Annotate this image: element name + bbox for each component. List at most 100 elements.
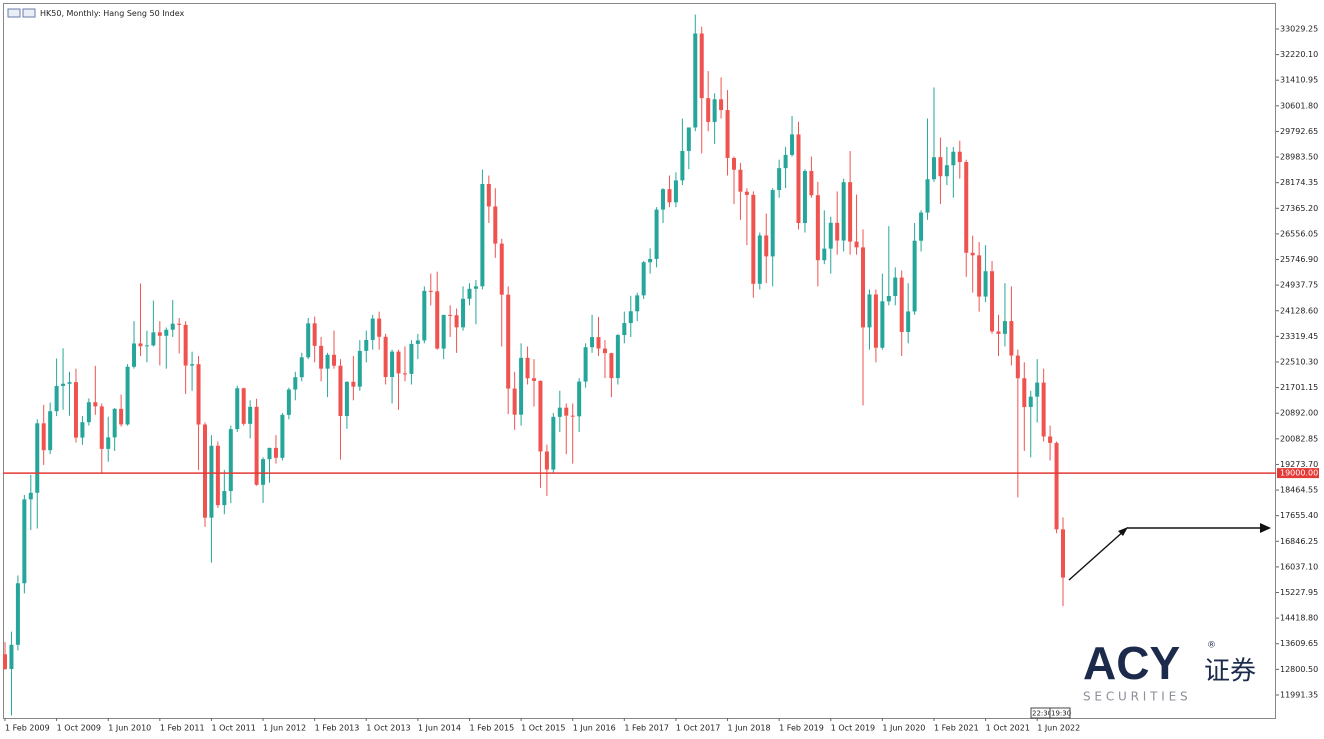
candle-body <box>596 337 601 349</box>
candle-body <box>777 168 782 191</box>
candle-body <box>344 381 349 417</box>
candle-body <box>673 180 678 203</box>
y-tick-label: 14418.80 <box>1280 614 1318 623</box>
x-tick-label: 1 Jun 2022 <box>1037 724 1080 733</box>
candle-body <box>261 459 266 485</box>
candle-body <box>719 99 724 111</box>
candle-body <box>138 343 143 347</box>
candle-body <box>41 423 46 451</box>
candle-body <box>177 323 182 325</box>
y-tick-label: 12800.50 <box>1280 665 1318 674</box>
candle-body <box>1035 382 1040 397</box>
y-tick-label: 20892.00 <box>1280 409 1318 418</box>
candle-body <box>538 380 543 452</box>
candle-body <box>480 183 485 287</box>
x-tick-label: 1 Oct 2011 <box>211 724 255 733</box>
candle-body <box>493 206 498 244</box>
candle-body <box>925 179 930 213</box>
candle-body <box>525 357 530 379</box>
logo-brand: ACY <box>1083 637 1180 689</box>
candle-body <box>499 243 504 295</box>
candle-body <box>202 424 207 518</box>
candle-body <box>73 382 78 438</box>
candle-body <box>1022 378 1027 407</box>
candle-body <box>764 235 769 257</box>
candle-body <box>241 388 246 424</box>
candle-body <box>957 151 962 162</box>
candle-body <box>815 195 820 261</box>
candle-body <box>564 407 569 416</box>
candle-body <box>486 183 491 207</box>
candle-body <box>428 290 433 292</box>
candle-body <box>544 451 549 470</box>
candle-body <box>1041 382 1046 437</box>
candle-body <box>402 373 407 375</box>
plot-frame <box>3 3 1276 719</box>
candle-body <box>28 492 33 500</box>
candle-body <box>615 335 620 379</box>
candle-body <box>235 388 240 430</box>
candle-body <box>228 429 233 492</box>
candle-body <box>506 294 511 389</box>
candle-body <box>22 499 27 584</box>
candle-body <box>209 445 214 518</box>
candle-body <box>157 332 162 336</box>
candle-body <box>906 311 911 332</box>
y-tick-label: 16846.25 <box>1280 537 1318 546</box>
candle-body <box>422 290 427 341</box>
logo-chinese: 证券 <box>1204 657 1256 687</box>
candle-body <box>873 294 878 348</box>
candle-body <box>383 336 388 378</box>
candle-body <box>280 414 285 458</box>
time-label: 22:30 <box>1032 710 1052 718</box>
candle-body <box>1002 321 1007 334</box>
candle-body <box>590 337 595 348</box>
y-tick-label: 26556.05 <box>1280 229 1318 238</box>
candle-body <box>828 222 833 249</box>
candle-body <box>15 583 20 645</box>
candle-body <box>351 381 356 387</box>
candle-body <box>848 182 853 242</box>
candle-body <box>861 247 866 328</box>
candle-body <box>996 331 1001 334</box>
y-tick-label: 15227.95 <box>1280 588 1318 597</box>
candle-body <box>441 314 446 349</box>
y-tick-label: 22510.30 <box>1280 357 1318 366</box>
candle-body <box>577 381 582 417</box>
x-tick-label: 1 Feb 2011 <box>160 724 205 733</box>
candle-body <box>48 411 53 451</box>
y-tick-label: 16037.10 <box>1280 562 1318 571</box>
candle-body <box>725 110 730 158</box>
candle-body <box>448 314 453 316</box>
candle-body <box>3 654 7 669</box>
candle-body <box>570 415 575 417</box>
y-tick-label: 24128.60 <box>1280 306 1318 315</box>
x-tick-label: 1 Feb 2021 <box>934 724 979 733</box>
candle-body <box>364 339 369 351</box>
x-tick-label: 1 Jun 2010 <box>108 724 151 733</box>
candle-body <box>125 366 130 425</box>
candle-body <box>61 383 66 386</box>
candle-body <box>557 407 562 417</box>
candle-body <box>144 345 149 347</box>
candle-body <box>196 364 201 425</box>
y-tick-label: 11991.35 <box>1280 690 1318 699</box>
candle-body <box>751 194 756 284</box>
candle-body <box>757 235 762 284</box>
time-label-box <box>1049 707 1071 719</box>
y-tick-label: 30601.80 <box>1280 101 1318 110</box>
x-tick-label: 1 Oct 2021 <box>986 724 1030 733</box>
candle-body <box>654 209 659 259</box>
y-tick-label: 21701.15 <box>1280 383 1318 392</box>
x-tick-label: 1 Feb 2017 <box>624 724 669 733</box>
x-tick-label: 1 Feb 2009 <box>5 724 50 733</box>
candle-body <box>822 248 827 261</box>
candle-body <box>622 323 627 336</box>
candle-body <box>332 354 337 366</box>
candle-body <box>467 288 472 299</box>
candle-body <box>990 271 995 332</box>
y-tick-label: 17655.40 <box>1280 511 1318 520</box>
candle-body <box>338 365 343 417</box>
candle-body <box>783 154 788 169</box>
